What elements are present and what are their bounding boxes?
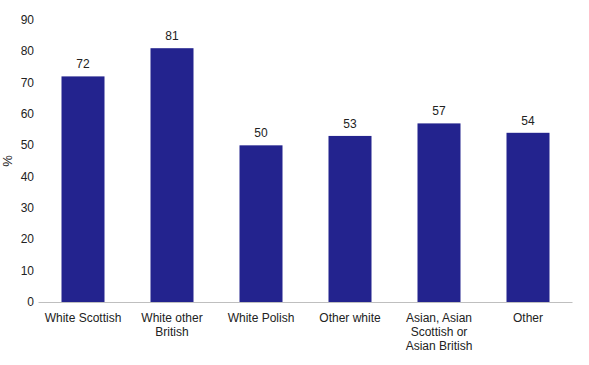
y-tick-label: 60 [21, 107, 35, 121]
y-tick-label: 0 [27, 295, 34, 309]
bars [62, 48, 550, 302]
bar [62, 76, 105, 302]
x-tick-label: White Polish [228, 311, 295, 325]
data-label: 53 [343, 117, 357, 131]
bar [151, 48, 194, 302]
x-tick-label: White Scottish [45, 311, 122, 325]
bar [240, 145, 283, 302]
bar [329, 136, 372, 302]
y-tick-label: 80 [21, 44, 35, 58]
data-label: 57 [432, 104, 446, 118]
x-axis-line [39, 302, 573, 303]
y-tick-label: 50 [21, 138, 35, 152]
x-tick-label: White otherBritish [141, 311, 202, 339]
bar [418, 123, 461, 302]
y-tick-label: 20 [21, 232, 35, 246]
data-label: 81 [165, 29, 179, 43]
y-tick-label: 10 [21, 264, 35, 278]
data-label: 72 [76, 57, 90, 71]
data-label: 50 [254, 126, 268, 140]
y-axis-label: % [0, 155, 15, 167]
y-tick-label: 40 [21, 170, 35, 184]
y-tick-label: 70 [21, 76, 35, 90]
y-tick-label: 90 [21, 13, 35, 27]
data-label: 54 [521, 114, 535, 128]
bar [507, 133, 550, 302]
x-tick-label: Other white [319, 311, 381, 325]
chart-container: 0 10 20 30 40 50 60 70 80 90% 72 81 50 53 57 54 White Sc… [0, 0, 589, 365]
y-tick-label: 30 [21, 201, 35, 215]
chart-svg: 0 10 20 30 40 50 60 70 80 90% 72 81 50 53 57 54 White Sc… [0, 0, 589, 365]
x-tick-label: Other [513, 311, 543, 325]
x-tick-label: Asian, AsianScottish orAsian British [406, 311, 473, 353]
